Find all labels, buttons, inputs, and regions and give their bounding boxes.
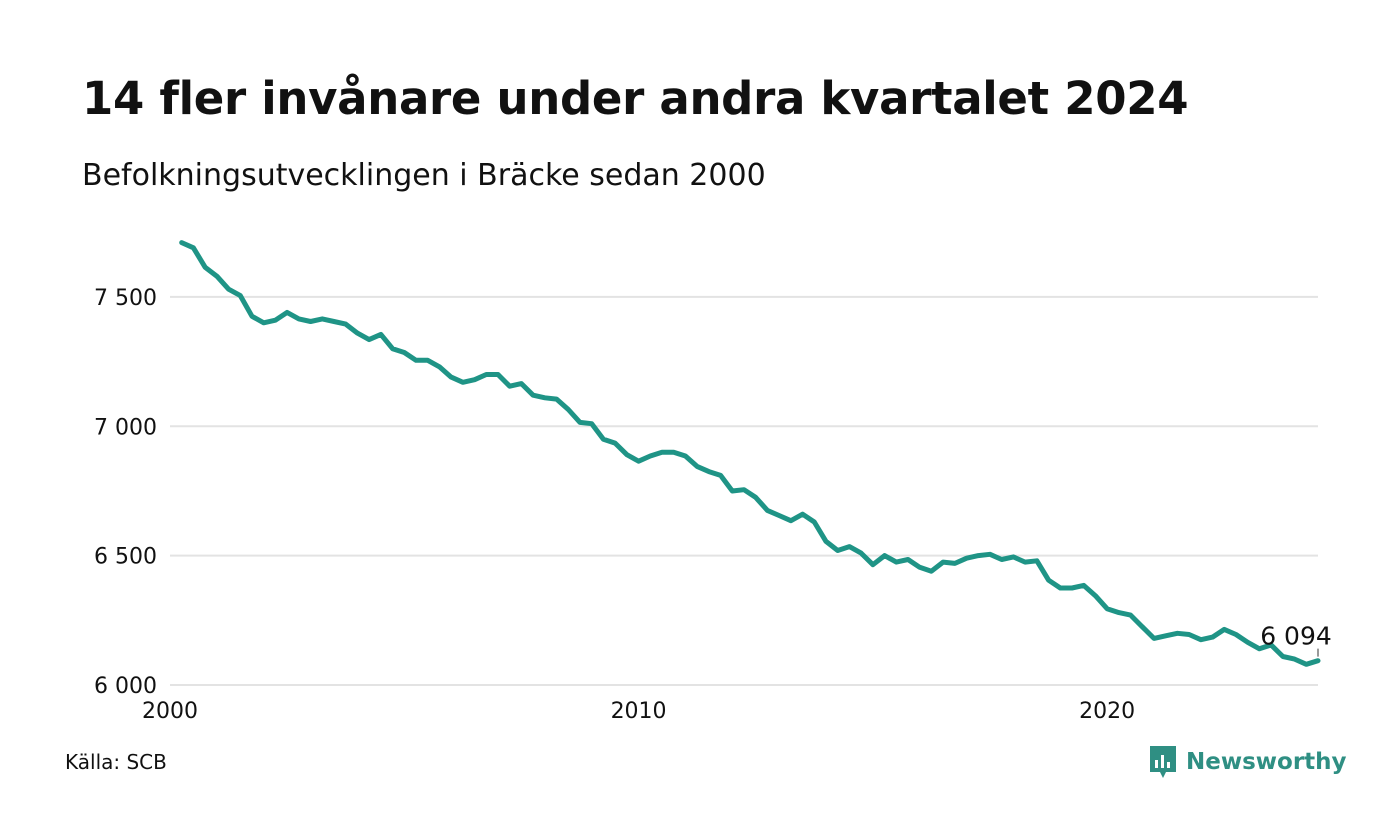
source-note: Källa: SCB (65, 750, 167, 774)
x-tick-label: 2000 (142, 699, 198, 724)
population-series-line (179, 240, 1321, 667)
y-tick-label: 6 000 (94, 674, 157, 699)
y-tick-label: 6 500 (94, 545, 157, 570)
y-tick-label: 7 500 (94, 286, 157, 311)
page-title: 14 fler invånare under andra kvartalet 2… (82, 72, 1189, 125)
y-tick-label: 7 000 (94, 415, 157, 440)
x-tick-label: 2010 (611, 699, 667, 724)
end-value-label: 6 094 (1260, 622, 1332, 651)
grid-lines (170, 295, 1318, 686)
newsworthy-logo-icon (1150, 746, 1176, 778)
x-axis-tick-labels: 2000 2010 2020 (142, 699, 1135, 724)
brand[interactable]: Newsworthy (1148, 744, 1347, 780)
page-subtitle: Befolkningsutvecklingen i Bräcke sedan 2… (82, 158, 766, 193)
x-tick-label: 2020 (1079, 699, 1135, 724)
y-axis-tick-labels: 6 000 6 500 7 000 7 500 (94, 286, 157, 699)
brand-name: Newsworthy (1186, 749, 1347, 775)
